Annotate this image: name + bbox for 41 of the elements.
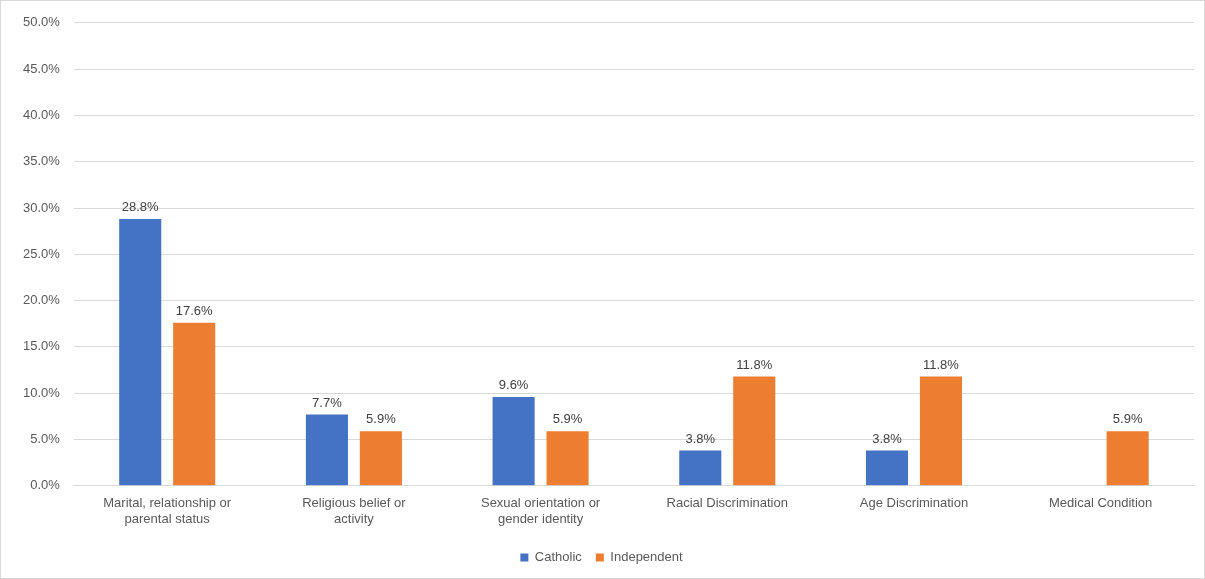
y-tick-label: 25.0%: [22, 245, 61, 261]
data-label: 28.8%: [121, 199, 160, 215]
y-tick-label: 30.0%: [22, 199, 61, 215]
data-label: 5.9%: [552, 411, 583, 427]
bar: [679, 450, 722, 486]
y-tick-label: 0.0%: [30, 477, 61, 493]
bar: [359, 431, 402, 486]
bar: [1106, 431, 1149, 486]
x-tick-label: Age Discrimination: [859, 495, 969, 511]
bar: [546, 431, 589, 486]
legend-label: Catholic: [534, 549, 583, 565]
y-tick-label: 15.0%: [22, 338, 61, 354]
y-tick-label: 40.0%: [22, 106, 61, 122]
bar: [173, 322, 216, 486]
data-label: 17.6%: [175, 302, 214, 318]
data-label: 3.8%: [872, 430, 903, 446]
data-label: 11.8%: [736, 356, 773, 372]
x-tick-label: Religious belief or activity: [302, 495, 407, 526]
data-label: 11.8%: [922, 356, 960, 372]
data-label: 7.7%: [312, 394, 343, 410]
x-tick-label: Sexual orientation or gender identity: [480, 495, 601, 526]
bar: [492, 396, 535, 486]
data-label: 3.8%: [685, 430, 716, 446]
x-tick-label: Racial Discrimination: [666, 495, 788, 511]
x-tick-label: Marital, relationship or parental status: [103, 495, 232, 526]
y-tick-label: 45.0%: [22, 60, 61, 76]
bar: [119, 219, 162, 486]
y-tick-label: 20.0%: [22, 292, 61, 308]
y-tick-label: 10.0%: [22, 384, 61, 400]
bar: [919, 376, 962, 486]
y-tick-label: 5.0%: [30, 431, 61, 447]
legend-label: Independent: [610, 549, 684, 565]
bar: [865, 450, 909, 486]
bar: [733, 376, 776, 486]
data-label: 5.9%: [366, 411, 397, 427]
y-tick-label: 35.0%: [22, 153, 61, 169]
data-label: 5.9%: [1112, 411, 1143, 427]
y-tick-label: 50.0%: [22, 14, 61, 30]
x-tick-label: Medical Condition: [1048, 495, 1153, 511]
data-label: 9.6%: [498, 376, 529, 392]
bar: [305, 414, 348, 486]
